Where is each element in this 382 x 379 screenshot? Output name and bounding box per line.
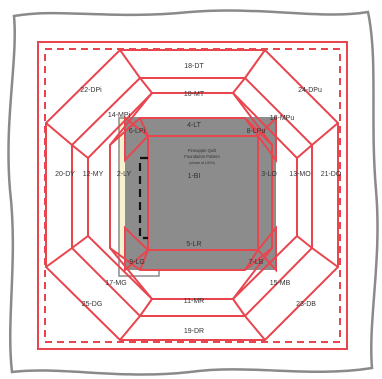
label-left-inner: 2-LY [117,171,132,178]
label-top-inner: 4-LT [187,122,202,129]
pattern-title-line3: (shown at 100%) [189,161,214,165]
label-corner-tr: 8-LPu [247,128,266,135]
cream-strip [119,118,127,258]
dashed-marker [138,156,148,240]
label-bottom-inner: 5-LR [186,241,201,248]
label-right-mid: 13-MO [289,171,311,178]
label-corner-tl: 6-LPi [129,128,146,135]
label-corner-bl: 9-LG [129,259,145,266]
center-block [125,117,276,270]
label-top-outer: 18-DT [184,63,204,70]
label-corner-br: 7-LB [249,259,264,266]
label-diag-tr-mid: 16-MPu [270,115,295,122]
label-top-mid: 10-MT [184,91,205,98]
label-diag-br-mid: 15-MB [270,280,291,287]
label-center: 1-BI [188,173,201,180]
label-left-mid: 12-MY [83,171,104,178]
label-diag-tr-outer: 24-DPu [298,87,322,94]
label-diag-bl-outer: 25-DG [82,301,103,308]
label-right-inner: 3-LO [261,171,277,178]
label-left-outer: 20-DY [55,171,75,178]
pattern-title-line1: Pineapple Quilt [188,148,217,153]
pattern-title-line2: Foundation Pattern [184,154,220,159]
label-diag-bl-mid: 17-MG [105,280,126,287]
label-right-outer: 21-DO [321,171,342,178]
label-diag-br-outer: 23-DB [296,301,316,308]
label-bottom-outer: 19-DR [184,328,204,335]
label-bottom-mid: 11-MR [184,298,204,305]
seam-lines [37,41,348,350]
label-diag-tl-mid: 14-MPi [108,112,131,119]
label-diag-tl-outer: 22-DPi [80,87,102,94]
